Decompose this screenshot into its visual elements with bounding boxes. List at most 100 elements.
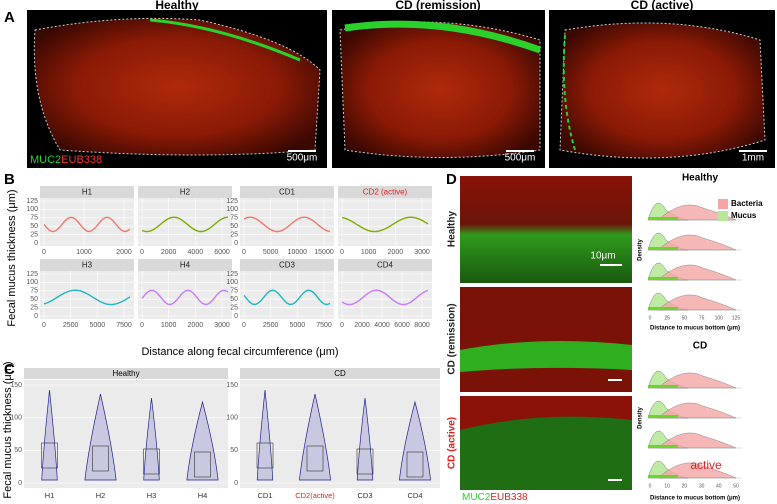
micrographs-a bbox=[27, 10, 775, 168]
x-tick-label: 3000 bbox=[414, 249, 430, 256]
x-tick-label: 0 bbox=[42, 249, 46, 256]
facet-strip bbox=[240, 186, 334, 198]
facet-strip bbox=[338, 186, 432, 198]
x-tick-label: 0 bbox=[649, 315, 652, 321]
legend-label: Bacteria bbox=[731, 199, 763, 208]
facet-label: H4 bbox=[180, 261, 191, 270]
stain-name: EUB338 bbox=[61, 154, 102, 166]
panel-letter: D bbox=[446, 171, 457, 188]
axis-label: Density bbox=[638, 407, 644, 429]
facet-panel bbox=[40, 198, 134, 246]
y-tick-label: 100 bbox=[226, 415, 238, 422]
mucus-rug bbox=[648, 385, 678, 388]
stain-name: MUC2 bbox=[462, 492, 491, 503]
trace bbox=[43, 289, 131, 306]
stain-name: MUC2 bbox=[30, 154, 61, 166]
y-tick-label: 0 bbox=[234, 240, 238, 247]
facet-strip bbox=[138, 259, 232, 271]
trace bbox=[43, 216, 131, 233]
bacteria-density bbox=[657, 294, 737, 311]
x-tick-label: 75 bbox=[699, 315, 705, 321]
micrographs-d bbox=[460, 176, 632, 490]
x-tick-label: 6000 bbox=[394, 322, 410, 329]
facet-panel bbox=[240, 271, 334, 319]
box bbox=[256, 442, 274, 469]
bacteria-density bbox=[657, 402, 737, 419]
x-tick-label: CD1 bbox=[257, 491, 272, 500]
x-tick-label: H1 bbox=[45, 491, 55, 500]
y-tick-label: 25 bbox=[30, 231, 38, 238]
x-tick-label: 4000 bbox=[188, 249, 204, 256]
facet-strip bbox=[40, 259, 134, 271]
facet-label: CD bbox=[334, 369, 346, 378]
x-tick-label: 0 bbox=[242, 249, 246, 256]
x-tick-label: 2500 bbox=[63, 322, 79, 329]
box bbox=[406, 451, 424, 478]
x-tick-label: 5000 bbox=[90, 322, 106, 329]
y-tick-label: 75 bbox=[230, 288, 238, 295]
box bbox=[143, 448, 160, 475]
box bbox=[194, 451, 211, 478]
y-tick-label: 50 bbox=[230, 296, 238, 303]
violin bbox=[256, 389, 274, 481]
y-tick-label: 25 bbox=[230, 304, 238, 311]
scale-label: 10μm bbox=[590, 251, 615, 262]
facet-strip bbox=[24, 368, 228, 379]
facet-label: Healthy bbox=[112, 369, 139, 378]
box bbox=[356, 448, 374, 475]
axis-label: Distance to mucus bottom (μm) bbox=[650, 496, 740, 502]
x-tick-label: 50 bbox=[682, 315, 688, 321]
axis-label: Fecal mucus thickness (μm) bbox=[2, 361, 14, 498]
x-tick-label: 2000 bbox=[116, 249, 132, 256]
facet-label: H1 bbox=[82, 188, 93, 197]
mucus-rug bbox=[648, 445, 678, 448]
y-tick-label: 125 bbox=[26, 198, 38, 205]
stain-label: MUC2EUB338 bbox=[462, 492, 528, 503]
mucus-rug bbox=[648, 277, 678, 280]
x-tick-label: 20 bbox=[682, 483, 688, 489]
mucus-rug bbox=[648, 247, 678, 250]
x-tick-label: 125 bbox=[732, 315, 741, 321]
y-tick-label: 25 bbox=[230, 231, 238, 238]
x-tick-label: CD3 bbox=[357, 491, 372, 500]
x-tick-label: CD4 bbox=[407, 491, 422, 500]
row-label: Healthy bbox=[447, 211, 458, 248]
trace bbox=[141, 289, 229, 306]
mucus-rug bbox=[648, 217, 678, 220]
legend-label: Mucus bbox=[731, 211, 757, 220]
scale-label: 500μm bbox=[505, 153, 536, 164]
scale-label: 500μm bbox=[287, 153, 318, 164]
x-tick-label: CD2(active) bbox=[295, 491, 335, 500]
violin bbox=[356, 397, 374, 481]
y-tick-label: 0 bbox=[34, 240, 38, 247]
x-tick-label: 2000 bbox=[354, 322, 370, 329]
facet-label: H3 bbox=[82, 261, 93, 270]
axis-label: Density bbox=[638, 239, 644, 261]
x-tick-label: 8000 bbox=[414, 322, 430, 329]
x-tick-label: 10 bbox=[664, 483, 670, 489]
y-tick-label: 100 bbox=[10, 415, 22, 422]
x-tick-label: 2000 bbox=[188, 322, 204, 329]
stain-name: EUB338 bbox=[490, 492, 528, 503]
x-tick-label: 4000 bbox=[374, 322, 390, 329]
x-tick-label: 5000 bbox=[290, 322, 306, 329]
x-tick-label: 0 bbox=[140, 322, 144, 329]
x-tick-label: 10000 bbox=[288, 249, 308, 256]
x-tick-label: 50 bbox=[733, 483, 739, 489]
box bbox=[92, 445, 109, 472]
trace bbox=[341, 289, 429, 306]
y-tick-label: 50 bbox=[230, 447, 238, 454]
stain-label: MUC2EUB338 bbox=[30, 154, 102, 166]
y-tick-label: 50 bbox=[230, 223, 238, 230]
mucus-rug bbox=[648, 475, 678, 478]
facet-panel bbox=[240, 198, 334, 246]
box bbox=[41, 442, 58, 469]
row-label: CD (remission) bbox=[447, 303, 458, 374]
y-tick-label: 100 bbox=[26, 279, 38, 286]
bacteria-density bbox=[657, 372, 737, 389]
x-tick-label: H3 bbox=[147, 491, 157, 500]
facet-strip bbox=[240, 368, 440, 379]
bacteria-density bbox=[657, 432, 737, 449]
y-tick-label: 50 bbox=[14, 447, 22, 454]
